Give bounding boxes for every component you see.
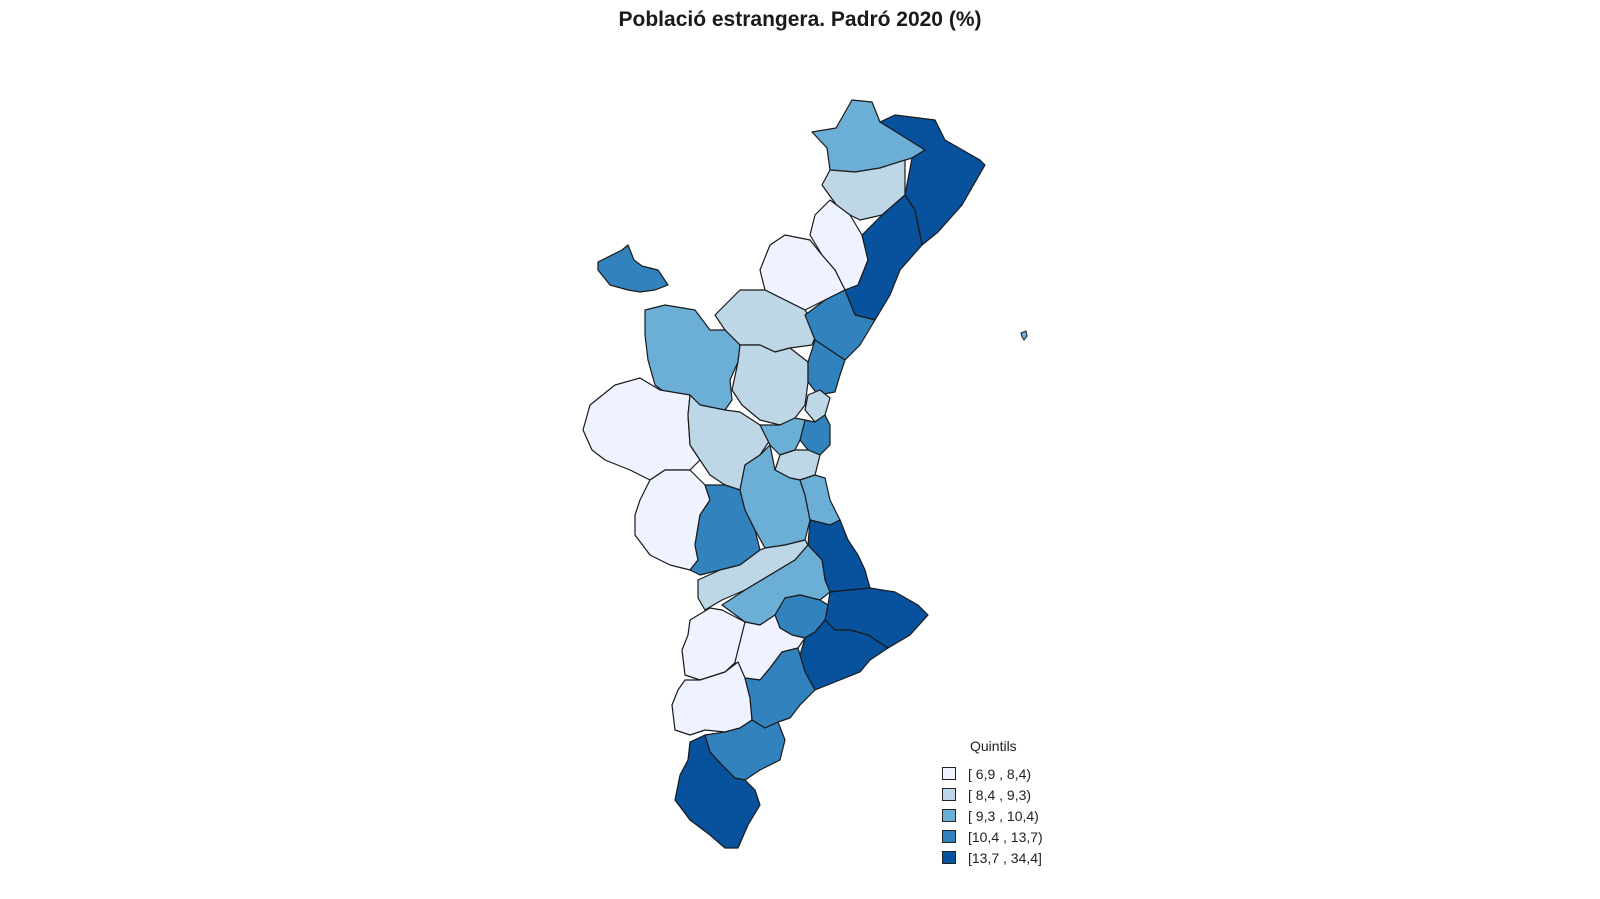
- region-baix-segura: [674, 734, 761, 849]
- legend-item-q5: [13,7 , 34,4]: [942, 847, 1043, 868]
- region-els-serrans: [644, 304, 741, 411]
- region-rincon-ademuz: [597, 244, 669, 293]
- legend-item-q2: [ 8,4 , 9,3): [942, 784, 1043, 805]
- legend-swatch: [942, 851, 956, 864]
- legend-swatch: [942, 809, 956, 822]
- legend-label: [ 9,3 , 10,4): [968, 807, 1039, 824]
- region-valencia: [799, 414, 831, 456]
- region-camp-morvedre: [807, 339, 846, 396]
- region-horta-oest: [759, 417, 806, 456]
- legend: Quintils [ 6,9 , 8,4) [ 8,4 , 9,3) [ 9,3…: [942, 738, 1043, 868]
- legend-item-q1: [ 6,9 , 8,4): [942, 763, 1043, 784]
- region-alt-vinalopo: [681, 607, 746, 681]
- legend-title: Quintils: [970, 738, 1017, 754]
- map-title: Població estrangera. Padró 2020 (%): [618, 8, 982, 31]
- legend-swatch: [942, 830, 956, 843]
- legend-label: [13,7 , 34,4]: [968, 849, 1042, 866]
- legend-swatch: [942, 788, 956, 801]
- legend-label: [10,4 , 13,7): [968, 828, 1043, 845]
- region-camp-turia: [731, 344, 809, 426]
- legend-item-q3: [ 9,3 , 10,4): [942, 805, 1043, 826]
- legend-item-q4: [10,4 , 13,7): [942, 826, 1043, 847]
- legend-label: [ 6,9 , 8,4): [968, 765, 1032, 782]
- legend-label: [ 8,4 , 9,3): [968, 786, 1032, 803]
- columbretes-islet: [1020, 330, 1028, 341]
- legend-swatch: [942, 767, 956, 780]
- region-baix-maestrat: [879, 114, 986, 246]
- region-plana-utiel: [582, 377, 701, 481]
